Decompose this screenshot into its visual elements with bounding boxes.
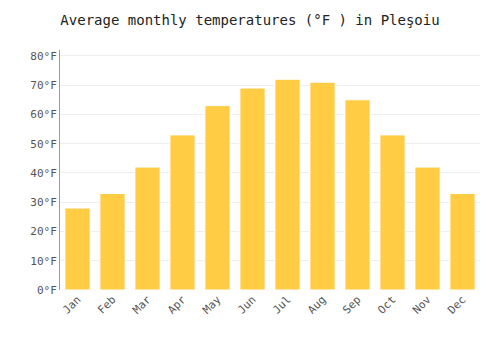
svg-text:Oct: Oct [375, 293, 398, 316]
svg-text:50°F: 50°F [30, 138, 57, 151]
svg-text:Jun: Jun [235, 293, 258, 316]
svg-text:80°F: 80°F [30, 50, 57, 63]
svg-text:Mar: Mar [130, 293, 154, 317]
svg-text:Dec: Dec [445, 293, 468, 316]
svg-text:20°F: 20°F [30, 225, 57, 238]
svg-text:Average monthly temperatures (: Average monthly temperatures (°F ) in Pl… [60, 12, 439, 28]
svg-text:70°F: 70°F [30, 79, 57, 92]
svg-text:Apr: Apr [165, 293, 189, 317]
svg-text:10°F: 10°F [30, 255, 57, 268]
svg-text:60°F: 60°F [30, 108, 57, 121]
svg-text:Nov: Nov [410, 293, 434, 317]
svg-text:Sep: Sep [340, 293, 363, 316]
svg-text:May: May [200, 293, 224, 317]
svg-text:0°F: 0°F [37, 284, 57, 297]
svg-text:Feb: Feb [95, 293, 118, 316]
svg-text:Jul: Jul [270, 293, 293, 316]
svg-text:Aug: Aug [305, 293, 328, 316]
svg-text:30°F: 30°F [30, 196, 57, 209]
svg-text:Jan: Jan [60, 293, 83, 316]
svg-text:40°F: 40°F [30, 167, 57, 180]
